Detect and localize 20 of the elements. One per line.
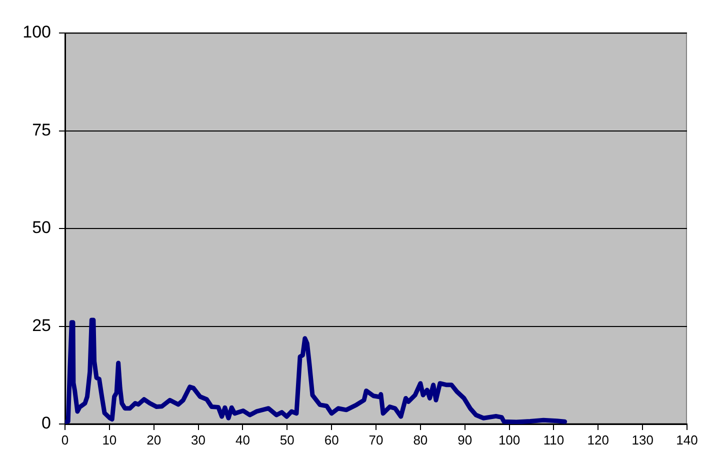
x-tick-label: 40	[235, 432, 250, 448]
y-tick-label: 0	[42, 414, 51, 433]
x-tick-label: 130	[632, 432, 654, 448]
x-tick-label: 10	[102, 432, 117, 448]
x-tick-label: 50	[280, 432, 294, 448]
x-tick-label: 140	[676, 432, 698, 448]
x-tick-label: 20	[146, 432, 162, 448]
x-tick-label: 0	[61, 432, 69, 448]
y-tick-label: 75	[32, 120, 51, 140]
y-tick-label: 50	[32, 218, 51, 238]
y-tick-label: 100	[22, 22, 51, 42]
x-tick-label: 90	[458, 432, 472, 448]
x-tick-label: 100	[498, 432, 520, 448]
y-tick-label: 25	[32, 316, 51, 335]
x-tick-label: 80	[413, 432, 428, 448]
x-tick-label: 110	[543, 432, 564, 448]
x-tick-label: 70	[368, 432, 384, 448]
x-tick-label: 120	[587, 432, 609, 448]
x-tick-label: 60	[324, 432, 339, 448]
x-tick-label: 30	[191, 432, 206, 448]
